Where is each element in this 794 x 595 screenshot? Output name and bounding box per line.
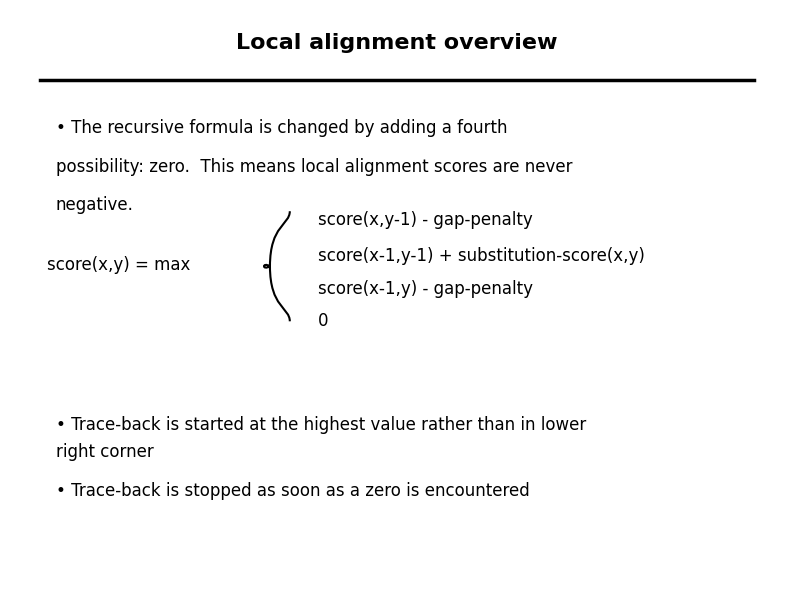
- Text: • Trace-back is started at the highest value rather than in lower: • Trace-back is started at the highest v…: [56, 416, 586, 434]
- Text: score(x-1,y-1) + substitution-score(x,y): score(x-1,y-1) + substitution-score(x,y): [318, 247, 645, 265]
- Text: right corner: right corner: [56, 443, 153, 461]
- Text: score(x,y) = max: score(x,y) = max: [47, 256, 191, 274]
- Text: • The recursive formula is changed by adding a fourth: • The recursive formula is changed by ad…: [56, 119, 507, 137]
- Text: • Trace-back is stopped as soon as a zero is encountered: • Trace-back is stopped as soon as a zer…: [56, 482, 530, 500]
- Text: score(x,y-1) - gap-penalty: score(x,y-1) - gap-penalty: [318, 211, 532, 229]
- Text: possibility: zero.  This means local alignment scores are never: possibility: zero. This means local alig…: [56, 158, 572, 176]
- Text: score(x-1,y) - gap-penalty: score(x-1,y) - gap-penalty: [318, 280, 533, 298]
- Text: negative.: negative.: [56, 196, 133, 214]
- Text: Local alignment overview: Local alignment overview: [237, 33, 557, 53]
- Text: 0: 0: [318, 312, 328, 330]
